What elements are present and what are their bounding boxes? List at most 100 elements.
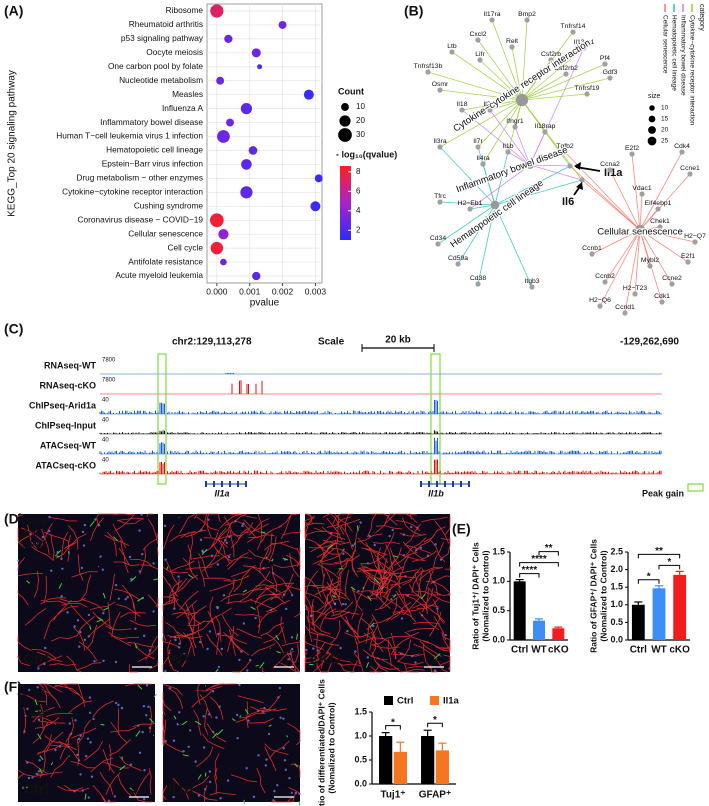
nucleus <box>278 686 282 690</box>
nucleus <box>359 521 362 524</box>
gene-node <box>622 310 628 316</box>
nucleus <box>36 542 39 545</box>
gene-label: H2−Eb1 <box>458 200 483 207</box>
edge <box>521 93 588 101</box>
edge <box>529 164 583 181</box>
nucleus <box>282 717 285 720</box>
y-tick-label: Cushing syndrome <box>134 200 204 210</box>
y-tick-label: Ribosome <box>166 5 204 15</box>
tuj1-processes <box>166 517 298 673</box>
y-tick-label: Nucleotide metabolism <box>119 75 203 85</box>
edge <box>639 229 689 263</box>
nucleus <box>126 596 129 599</box>
nucleus <box>80 566 84 570</box>
legend-label: Inflammatory bowel disease <box>679 15 686 96</box>
nucleus <box>390 598 393 601</box>
gene-label: H2−Q7 <box>684 233 706 240</box>
gene-label: Tgfb2 <box>556 143 574 150</box>
category-label: Cellular senescence <box>597 227 683 238</box>
exon <box>452 481 454 487</box>
y-tick-label: Drug metabolism − other enzymes <box>76 173 203 183</box>
tuj1-processes <box>309 525 441 668</box>
track-scale: 40 <box>102 438 109 444</box>
x-tick-label: Ctrl <box>511 645 528 656</box>
nucleus <box>247 719 250 722</box>
significance-label: * <box>391 717 395 728</box>
gene-label: Vdac1 <box>632 185 651 192</box>
nucleus <box>107 799 111 803</box>
nucleus <box>44 646 47 650</box>
legend-dot <box>647 136 657 146</box>
edge <box>599 229 641 307</box>
nucleus <box>305 648 308 652</box>
y-tick-label: Cytokine−cytokine receptor interaction <box>62 187 203 197</box>
bar <box>631 604 645 640</box>
nucleus <box>172 795 175 799</box>
significance-label: ** <box>545 543 553 554</box>
dot <box>220 258 227 266</box>
gene-label: Cdk4 <box>674 143 690 150</box>
nucleus <box>388 534 391 538</box>
significance-bracket <box>538 551 559 556</box>
nucleus <box>50 569 53 572</box>
bar <box>652 588 666 640</box>
y-tick-label: 0.0 <box>354 778 367 788</box>
nucleus <box>206 647 209 651</box>
gene-label: Il2rg <box>483 101 496 108</box>
gfap-processes <box>162 513 301 673</box>
nucleus <box>143 769 146 772</box>
nucleus <box>38 759 41 762</box>
y-tick-label: 1.0 <box>354 730 367 740</box>
nucleus <box>199 538 203 542</box>
nucleus <box>47 529 51 533</box>
edge <box>521 77 611 101</box>
nucleus <box>242 622 246 625</box>
edge <box>521 47 585 101</box>
nucleus <box>207 518 210 521</box>
region-start: chr2:129,113,278 <box>172 337 252 348</box>
nucleus <box>82 544 86 547</box>
edge <box>639 229 696 243</box>
gene-label: E2f1 <box>681 253 695 260</box>
nucleus <box>60 557 63 561</box>
nucleus <box>88 711 92 714</box>
bar <box>533 620 545 640</box>
nucleus <box>138 751 142 755</box>
nucleus <box>141 730 144 734</box>
category-node <box>515 93 529 107</box>
scale-bar-label: 50μm <box>131 790 146 796</box>
edge <box>639 229 673 285</box>
region-end: -129,262,690 <box>620 337 679 348</box>
nucleus <box>208 780 212 784</box>
scale-bar-label: 50μm <box>134 660 149 666</box>
colorbar-label: 2 <box>356 225 361 234</box>
nucleus <box>283 759 287 762</box>
nucleus <box>216 632 220 636</box>
nucleus <box>252 795 256 799</box>
y-tick-label: 1.0 <box>492 576 505 586</box>
exon <box>436 481 438 487</box>
gene-node <box>477 57 483 63</box>
y-tick-label: 2.5 <box>610 546 623 556</box>
y-tick-label: 1.5 <box>492 546 505 556</box>
nucleus <box>264 764 268 767</box>
nucleus <box>152 562 155 565</box>
exon <box>221 481 223 487</box>
edge <box>631 153 641 231</box>
nucleus <box>117 703 120 707</box>
gene-label: Gdf3 <box>603 69 618 76</box>
nucleus <box>120 706 124 710</box>
image-label: Il1α <box>168 781 195 798</box>
y-axis-label: KEGG_Top 20 signaling pathway <box>7 70 18 217</box>
nucleus <box>368 534 371 538</box>
significance-bracket <box>427 722 443 728</box>
track-label: ChIPseq-Arid1a <box>29 400 97 410</box>
edge <box>437 204 496 245</box>
dot <box>257 64 263 70</box>
edge <box>511 46 523 101</box>
gene-name: Il1a <box>214 488 229 498</box>
x-axis-label: pvalue <box>250 298 280 309</box>
y-tick-label: Inflammatory bowel disease <box>100 117 203 127</box>
nucleus <box>174 638 177 642</box>
nucleus <box>320 658 323 662</box>
